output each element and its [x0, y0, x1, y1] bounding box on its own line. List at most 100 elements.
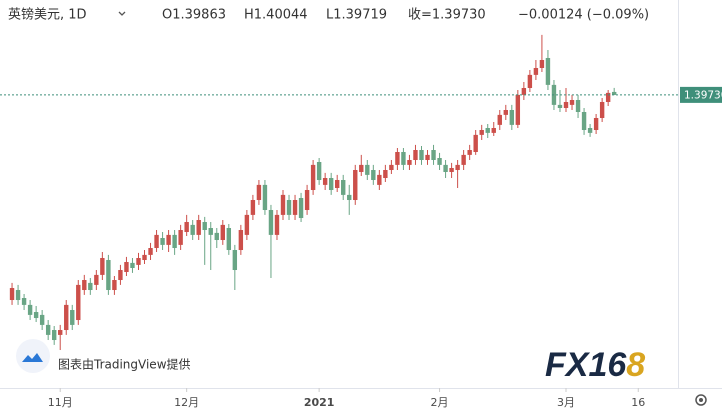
candle-body [15, 290, 21, 301]
candle-body [605, 92, 611, 102]
candle-body [407, 160, 412, 165]
candle-body [298, 198, 304, 219]
candle-body [593, 117, 599, 130]
candle-body [292, 200, 298, 215]
candle-body [587, 127, 593, 133]
last-price-label: 1.39730 [684, 89, 722, 101]
candle-body [533, 67, 539, 75]
candle-body [190, 224, 195, 235]
x-tick-label: 12月 [174, 396, 199, 409]
candle-body [45, 324, 51, 335]
candle-body [455, 164, 460, 171]
x-tick-label: 3月 [557, 396, 575, 409]
candle-body [202, 222, 207, 231]
symbol-title: 英镑美元, 1D [8, 7, 87, 23]
candle-body [64, 304, 69, 331]
candle-body [401, 152, 406, 165]
candle-body [503, 109, 508, 115]
candle-body [383, 170, 388, 179]
candle-body [515, 94, 521, 125]
ohlc-value: L1.39719 [326, 8, 387, 23]
candle-body [244, 214, 250, 235]
brand-accent: 8 [626, 346, 645, 384]
candle-body [539, 59, 545, 68]
x-tick-label: 2月 [431, 396, 449, 409]
candle-body [527, 74, 533, 88]
candle-body [280, 194, 286, 215]
candle-body [491, 127, 496, 133]
candle-body [334, 180, 340, 189]
candle-body [545, 57, 551, 85]
candle-body [70, 310, 75, 325]
candle-body [347, 194, 352, 201]
candle-body [268, 210, 274, 235]
candle-body [148, 248, 153, 255]
candle-body [76, 284, 81, 321]
candle-body [100, 258, 105, 275]
candle-body [425, 154, 430, 161]
candle-body [220, 224, 225, 241]
tv-logo-icon [22, 353, 43, 362]
candle-body [214, 232, 219, 241]
candle-body [316, 162, 322, 181]
candle-body [178, 230, 183, 245]
candle-body [467, 150, 472, 155]
candle-body [461, 154, 466, 165]
brand-main: FX16 [545, 346, 627, 384]
credit: 图表由TradingView提供 [58, 357, 191, 372]
candle-body [322, 178, 328, 185]
candle-body [184, 222, 189, 233]
candle-body [130, 262, 135, 269]
tv-logo [16, 339, 50, 373]
candle-body [238, 230, 244, 251]
candle-body [58, 330, 63, 335]
candle-body [51, 330, 57, 341]
candle-body [485, 127, 490, 133]
candle-body [262, 184, 268, 211]
candle-body [473, 134, 478, 153]
candle-body [33, 312, 39, 319]
candle-body [172, 234, 177, 249]
candle-body [509, 109, 515, 125]
candle-body [581, 111, 587, 130]
candle-body [39, 314, 45, 325]
dropdown-icon[interactable] [118, 11, 126, 16]
ohlc-legend: O1.39863 H1.40044 L1.39719 收=1.39730 −0.0012… [162, 8, 649, 23]
candle-body [328, 178, 334, 191]
candle-body [160, 238, 165, 245]
x-tick-label: 2021 [304, 396, 335, 409]
candle-body [304, 190, 310, 211]
candle-body [142, 254, 147, 261]
candle-body [250, 200, 256, 215]
candle-body [599, 101, 605, 118]
settings-icon[interactable] [695, 394, 707, 406]
candle-body [413, 150, 418, 161]
candle-body [196, 220, 201, 235]
candle-body [497, 114, 502, 125]
candle-body [569, 99, 575, 105]
candle-body [232, 250, 238, 271]
ohlc-value: 收=1.39730 [408, 8, 486, 23]
candle-body [136, 258, 141, 265]
candle-body [449, 168, 454, 173]
candle-body [443, 164, 448, 173]
candle-body [9, 288, 15, 301]
last-price-box [680, 86, 722, 103]
candle-body [419, 150, 424, 161]
candle-body [124, 262, 129, 273]
candle-body [359, 164, 364, 173]
candle-body [310, 164, 316, 191]
candle-body [575, 99, 581, 112]
candle-body [112, 280, 117, 291]
candle-body [371, 170, 376, 181]
candle-body [226, 228, 232, 251]
candle-body [27, 304, 33, 315]
brand-logo: FX168 [545, 346, 645, 384]
x-tick-label: 11月 [48, 396, 73, 409]
candle-body [353, 170, 358, 201]
candle-body [437, 158, 442, 165]
candle-body [88, 282, 93, 291]
candle-body [563, 101, 569, 108]
